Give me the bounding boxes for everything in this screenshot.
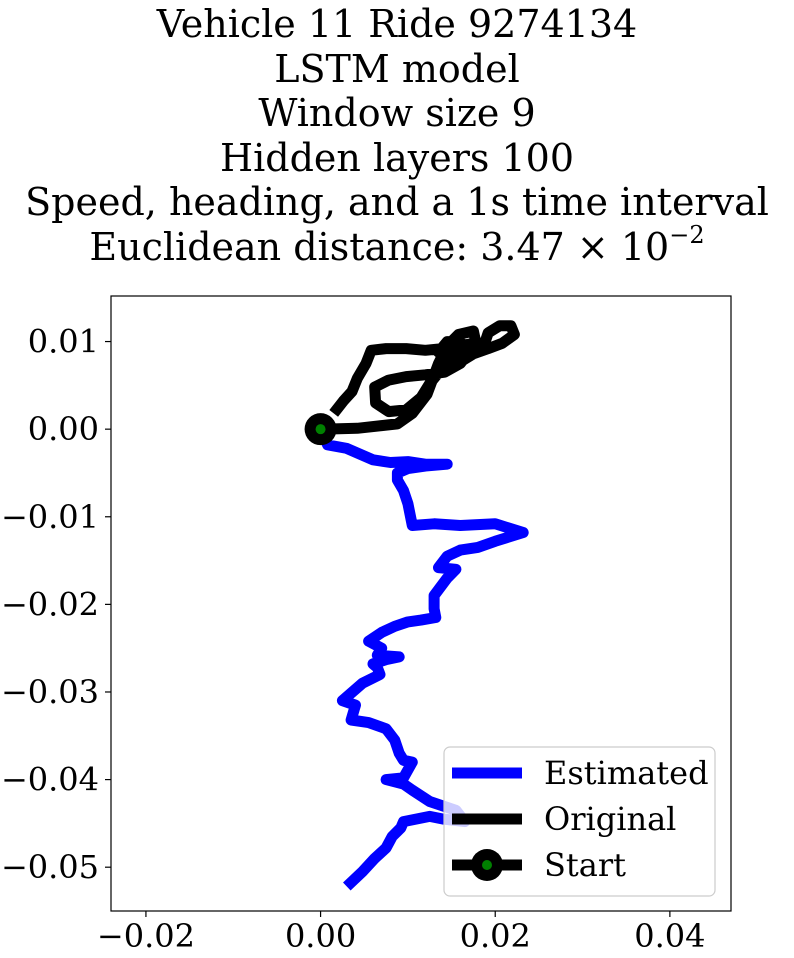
y-tick-label: −0.01 bbox=[1, 498, 99, 536]
chart-title: Vehicle 11 Ride 9274134 LSTM model Windo… bbox=[0, 2, 794, 269]
title-line-4: Hidden layers 100 bbox=[219, 135, 575, 180]
x-tick-label: 0.04 bbox=[634, 917, 705, 955]
legend: Estimated Original Start bbox=[443, 746, 716, 897]
legend-start-center bbox=[482, 860, 492, 870]
distance-prefix: Euclidean distance: 3.47 × 10 bbox=[89, 224, 670, 269]
y-tick-label: 0.01 bbox=[28, 323, 99, 361]
title-line-3: Window size 9 bbox=[258, 91, 536, 135]
x-tick-label: 0.00 bbox=[285, 917, 356, 955]
ticks-layer: −0.02 0.00 0.02 0.04 0.01 0.00 −0.01 −0.02 −0.03… bbox=[1, 323, 706, 955]
legend-label-estimated: Estimated bbox=[544, 754, 709, 792]
legend-box bbox=[443, 746, 716, 897]
x-tick-label: −0.02 bbox=[97, 917, 195, 955]
distance-exponent: −2 bbox=[669, 220, 705, 249]
axes-frame bbox=[110, 295, 732, 912]
title-line-2: LSTM model bbox=[274, 46, 520, 91]
y-tick-label: −0.05 bbox=[1, 848, 99, 886]
y-tick-label: 0.00 bbox=[28, 410, 99, 448]
y-tick-label: −0.03 bbox=[1, 673, 99, 711]
title-line-1: Vehicle 11 Ride 9274134 bbox=[156, 2, 638, 46]
title-line-distance: Euclidean distance: 3.47 × 10−2 bbox=[0, 223, 794, 270]
legend-label-start: Start bbox=[544, 846, 626, 884]
x-tick-label: 0.02 bbox=[460, 917, 531, 955]
y-tick-label: −0.02 bbox=[1, 585, 99, 623]
legend-label-original: Original bbox=[544, 800, 676, 838]
title-line-5: Speed, heading, and a 1s time interval bbox=[25, 180, 769, 224]
series-line-original bbox=[320, 320, 520, 435]
start-marker-center bbox=[315, 424, 326, 435]
y-tick-label: −0.04 bbox=[1, 761, 99, 799]
